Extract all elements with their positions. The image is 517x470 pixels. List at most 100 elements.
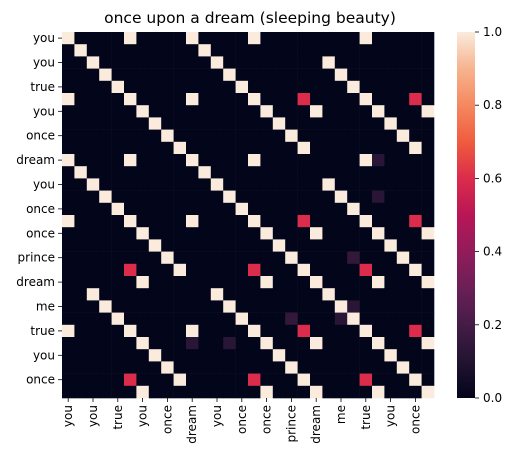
heatmap-cell bbox=[235, 227, 249, 240]
heatmap-cell bbox=[322, 239, 336, 252]
heatmap-cell bbox=[111, 263, 125, 277]
heatmap-cell bbox=[161, 300, 174, 313]
heatmap-cell bbox=[310, 239, 323, 252]
heatmap-cell bbox=[396, 44, 410, 57]
heatmap-cell bbox=[161, 129, 174, 143]
heatmap-cell bbox=[396, 215, 410, 228]
heatmap-cell bbox=[136, 215, 150, 228]
heatmap-cell bbox=[148, 80, 162, 94]
x-tick-label: me bbox=[334, 405, 348, 424]
heatmap-cell bbox=[111, 288, 125, 301]
heatmap-cell bbox=[297, 276, 311, 289]
heatmap-cell bbox=[372, 129, 385, 143]
heatmap-cell bbox=[322, 44, 336, 57]
heatmap-cell bbox=[260, 312, 274, 326]
heatmap-cell bbox=[198, 56, 212, 69]
heatmap-cell bbox=[334, 373, 348, 387]
heatmap-cell bbox=[173, 337, 187, 350]
heatmap-cell bbox=[396, 337, 410, 350]
heatmap-cell bbox=[409, 227, 422, 240]
heatmap-cell bbox=[186, 178, 199, 191]
heatmap-cell bbox=[396, 324, 410, 338]
heatmap-cell bbox=[111, 129, 125, 143]
heatmap-cell bbox=[124, 300, 137, 313]
y-tick-label: you bbox=[33, 104, 55, 118]
heatmap-cell bbox=[62, 44, 75, 57]
heatmap-cell bbox=[334, 215, 348, 228]
heatmap-cell bbox=[99, 373, 112, 387]
heatmap-cell bbox=[124, 202, 137, 216]
heatmap-cell bbox=[62, 32, 75, 45]
heatmap-cell bbox=[421, 80, 435, 94]
heatmap-cell bbox=[421, 263, 435, 277]
heatmap-cell bbox=[359, 312, 373, 326]
heatmap-cell bbox=[148, 44, 162, 57]
heatmap-cell bbox=[285, 141, 298, 155]
heatmap-cell bbox=[359, 300, 373, 313]
heatmap-cell bbox=[334, 56, 348, 69]
heatmap-cell bbox=[359, 288, 373, 301]
heatmap-cell bbox=[272, 349, 286, 362]
heatmap-cell bbox=[310, 227, 323, 240]
heatmap-cell bbox=[198, 263, 212, 277]
heatmap-cell bbox=[186, 32, 199, 45]
heatmap-cell bbox=[99, 44, 112, 57]
heatmap-cell bbox=[297, 324, 311, 338]
heatmap-cell bbox=[272, 166, 286, 179]
heatmap-cell bbox=[334, 105, 348, 118]
heatmap-cell bbox=[161, 190, 174, 204]
heatmap-cell bbox=[248, 56, 261, 69]
heatmap-cell bbox=[409, 276, 422, 289]
heatmap-cell bbox=[347, 105, 360, 118]
heatmap-cell bbox=[310, 361, 323, 374]
heatmap-cell bbox=[297, 288, 311, 301]
heatmap-cell bbox=[421, 166, 435, 179]
heatmap-cell bbox=[136, 349, 150, 362]
heatmap-cell bbox=[297, 251, 311, 265]
heatmap-cell bbox=[173, 141, 187, 155]
heatmap-cell bbox=[161, 154, 174, 167]
heatmap-cell bbox=[173, 227, 187, 240]
heatmap-cell bbox=[248, 349, 261, 362]
heatmap-cell bbox=[136, 56, 150, 69]
heatmap-cell bbox=[62, 337, 75, 350]
y-tick-label: true bbox=[30, 324, 55, 338]
heatmap-cell bbox=[235, 215, 249, 228]
heatmap-cell bbox=[223, 32, 236, 45]
heatmap-cell bbox=[334, 276, 348, 289]
heatmap-cell bbox=[285, 80, 298, 94]
heatmap-cell bbox=[310, 129, 323, 143]
heatmap-cell bbox=[421, 312, 435, 326]
heatmap-cell bbox=[74, 32, 88, 45]
heatmap-cell bbox=[409, 93, 422, 106]
heatmap-cell bbox=[86, 56, 100, 69]
heatmap-cell bbox=[62, 141, 75, 155]
heatmap-cell bbox=[372, 80, 385, 94]
heatmap-cell bbox=[173, 288, 187, 301]
heatmap-cell bbox=[124, 93, 137, 106]
x-tick-label: once bbox=[408, 405, 422, 434]
heatmap-cell bbox=[396, 32, 410, 45]
heatmap-cell bbox=[409, 105, 422, 118]
heatmap-cell bbox=[148, 385, 162, 399]
heatmap-cell bbox=[322, 56, 336, 69]
heatmap-cell bbox=[359, 251, 373, 265]
heatmap-cell bbox=[359, 190, 373, 204]
heatmap-cell bbox=[359, 227, 373, 240]
heatmap-cell bbox=[347, 80, 360, 94]
heatmap-cell bbox=[186, 166, 199, 179]
heatmap-cell bbox=[74, 190, 88, 204]
heatmap-cell bbox=[173, 373, 187, 387]
heatmap-cell bbox=[111, 324, 125, 338]
heatmap-cell bbox=[186, 227, 199, 240]
heatmap-cell bbox=[372, 117, 385, 130]
heatmap-cell bbox=[396, 80, 410, 94]
heatmap-cell bbox=[248, 263, 261, 277]
heatmap-cell bbox=[136, 154, 150, 167]
heatmap-cell bbox=[310, 263, 323, 277]
heatmap-cell bbox=[62, 263, 75, 277]
heatmap-cell bbox=[384, 93, 398, 106]
heatmap-cell bbox=[260, 32, 274, 45]
heatmap-cell bbox=[272, 117, 286, 130]
heatmap-cell bbox=[148, 93, 162, 106]
